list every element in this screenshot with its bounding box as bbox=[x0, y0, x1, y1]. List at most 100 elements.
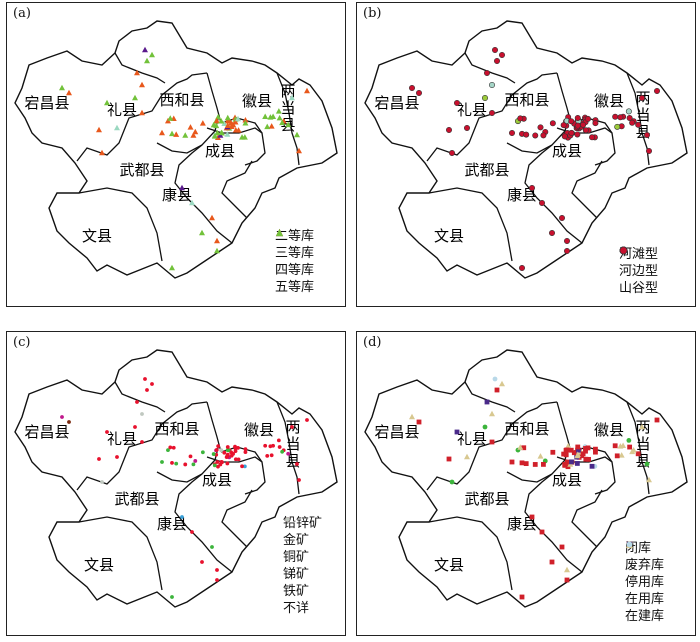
site-marker bbox=[517, 115, 524, 122]
site-marker bbox=[225, 461, 230, 466]
county-border bbox=[78, 187, 163, 262]
site-marker bbox=[565, 442, 572, 449]
site-marker bbox=[454, 429, 460, 435]
site-marker bbox=[225, 117, 232, 124]
site-marker bbox=[550, 449, 556, 455]
legend-item: 铜矿 bbox=[283, 517, 322, 566]
site-marker bbox=[200, 560, 204, 564]
site-marker bbox=[285, 121, 292, 128]
site-marker bbox=[574, 114, 581, 121]
site-marker bbox=[279, 119, 286, 126]
site-marker bbox=[168, 445, 173, 450]
site-marker bbox=[240, 464, 244, 469]
county-name: 徽县 bbox=[594, 92, 624, 110]
site-marker bbox=[484, 70, 491, 77]
site-marker bbox=[222, 450, 227, 455]
site-marker bbox=[275, 108, 282, 114]
county-border bbox=[114, 381, 166, 413]
site-marker bbox=[618, 452, 625, 458]
county-border bbox=[156, 443, 220, 483]
county-name: 康县 bbox=[162, 186, 192, 204]
site-marker bbox=[144, 57, 150, 64]
site-marker bbox=[549, 559, 555, 565]
county-border bbox=[206, 456, 266, 495]
legend-item: 不详 bbox=[283, 517, 322, 617]
site-marker bbox=[221, 120, 228, 127]
county-name: 康县 bbox=[507, 186, 537, 204]
site-marker bbox=[215, 113, 222, 120]
site-marker bbox=[532, 462, 538, 467]
map-panel-b: 宕昌县礼县西和县徽县两当县成县武都县康县文县 (b) 河滩型 河边型 山谷型 bbox=[356, 2, 696, 307]
site-marker bbox=[489, 82, 496, 89]
county-border bbox=[78, 516, 163, 591]
site-marker bbox=[540, 132, 547, 139]
site-marker bbox=[449, 479, 455, 485]
site-marker bbox=[494, 57, 501, 64]
site-marker bbox=[549, 230, 556, 237]
site-marker bbox=[499, 51, 506, 58]
county-name: 宕昌县 bbox=[24, 94, 69, 112]
county-border bbox=[571, 489, 603, 548]
county-border bbox=[464, 381, 516, 413]
site-marker bbox=[446, 456, 452, 462]
site-marker bbox=[585, 445, 591, 451]
county-border bbox=[506, 443, 570, 483]
site-marker bbox=[585, 115, 592, 122]
county-name: 文县 bbox=[434, 556, 464, 574]
site-marker bbox=[549, 120, 556, 127]
site-marker bbox=[99, 149, 105, 156]
legend-item: 停用库 bbox=[625, 541, 664, 591]
site-marker bbox=[638, 95, 645, 102]
site-marker bbox=[199, 229, 205, 236]
site-marker bbox=[199, 120, 206, 126]
site-marker bbox=[242, 119, 249, 126]
county-border bbox=[428, 516, 513, 591]
map-b-canvas: 宕昌县礼县西和县徽县两当县成县武都县康县文县 bbox=[364, 20, 688, 279]
map-a-canvas: 宕昌县礼县西和县徽县两当县成县武都县康县文县 bbox=[14, 20, 338, 279]
site-marker bbox=[523, 461, 529, 467]
site-marker bbox=[568, 447, 574, 453]
site-marker bbox=[626, 437, 632, 443]
site-marker bbox=[290, 425, 294, 429]
site-marker bbox=[612, 443, 618, 449]
site-marker bbox=[643, 132, 650, 139]
site-marker bbox=[305, 418, 309, 422]
site-marker bbox=[639, 423, 645, 430]
site-marker bbox=[653, 88, 660, 95]
site-marker bbox=[140, 412, 144, 416]
site-marker bbox=[562, 462, 568, 468]
legend-d: 闭库 废弃库 停用库 在用库 在建库 bbox=[625, 540, 664, 625]
site-marker bbox=[159, 129, 165, 136]
site-marker bbox=[182, 132, 189, 138]
site-marker bbox=[188, 454, 193, 459]
county-border bbox=[464, 52, 516, 84]
site-marker bbox=[529, 514, 535, 520]
site-marker bbox=[216, 444, 221, 449]
site-marker bbox=[215, 460, 220, 464]
site-marker bbox=[449, 150, 456, 157]
site-marker bbox=[216, 464, 220, 469]
site-marker bbox=[142, 46, 148, 53]
site-marker bbox=[539, 529, 545, 535]
county-border bbox=[114, 52, 166, 84]
site-marker bbox=[191, 462, 196, 467]
site-marker bbox=[509, 459, 515, 465]
site-marker bbox=[212, 463, 217, 468]
county-name-char: 当 bbox=[635, 106, 650, 124]
site-marker bbox=[224, 131, 231, 137]
site-marker bbox=[100, 480, 104, 484]
site-marker bbox=[218, 129, 225, 136]
site-marker bbox=[519, 264, 526, 271]
site-marker bbox=[218, 118, 225, 124]
county-border bbox=[276, 72, 300, 166]
site-marker bbox=[214, 237, 220, 244]
site-marker bbox=[219, 448, 224, 453]
site-marker bbox=[568, 129, 575, 136]
site-marker bbox=[644, 461, 650, 467]
site-marker bbox=[537, 124, 544, 131]
site-marker bbox=[210, 545, 214, 549]
site-marker bbox=[561, 451, 567, 457]
site-marker bbox=[160, 460, 164, 464]
site-marker bbox=[224, 122, 231, 128]
site-marker bbox=[215, 568, 219, 572]
